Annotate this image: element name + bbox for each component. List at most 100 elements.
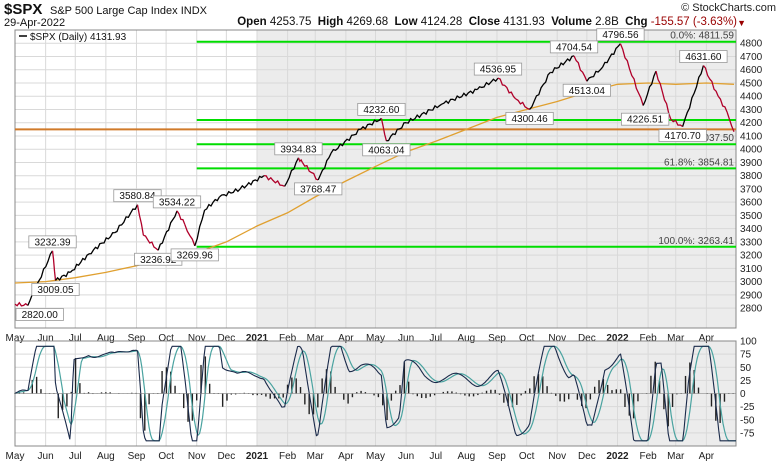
histogram-bar bbox=[481, 392, 483, 394]
histogram-bar bbox=[533, 376, 535, 394]
histogram-bar bbox=[676, 393, 678, 395]
x-tick-label: Aug bbox=[457, 333, 475, 344]
price-segment bbox=[143, 234, 159, 251]
histogram-bar bbox=[364, 392, 367, 394]
histogram-bar bbox=[291, 377, 293, 394]
close-value: 4131.93 bbox=[503, 16, 545, 28]
price-segment bbox=[655, 70, 672, 120]
histogram-bar bbox=[394, 390, 397, 394]
histogram-bar bbox=[693, 369, 695, 394]
annotation-label: 2820.00 bbox=[22, 310, 59, 321]
histogram-bar bbox=[581, 393, 583, 407]
annotation-label: 4226.51 bbox=[627, 115, 664, 126]
histogram-bar bbox=[658, 380, 661, 394]
x-tick-label: Jun bbox=[38, 333, 54, 344]
y-tick-label: 3600 bbox=[740, 198, 763, 209]
osc-x-tick-label: Sep bbox=[488, 451, 506, 462]
osc-x-tick-label: May bbox=[6, 451, 25, 462]
annotation-label: 4536.95 bbox=[480, 65, 517, 76]
price-segment bbox=[380, 118, 388, 142]
histogram-bar bbox=[373, 393, 375, 396]
histogram-bar bbox=[66, 393, 68, 407]
histogram-bar bbox=[61, 393, 64, 410]
osc-x-tick-label: Oct bbox=[519, 451, 535, 462]
histogram-bar bbox=[420, 393, 423, 398]
osc-x-tick-label: Jun bbox=[38, 451, 54, 462]
histogram-bar bbox=[100, 392, 103, 394]
histogram-bar bbox=[360, 390, 362, 394]
histogram-bar bbox=[433, 393, 436, 396]
annotation-label: 4631.60 bbox=[685, 52, 722, 63]
osc-y-tick-label: -75 bbox=[740, 428, 755, 439]
price-segment bbox=[550, 55, 575, 74]
osc-x-tick-label: Aug bbox=[97, 451, 115, 462]
histogram-bar bbox=[252, 393, 254, 396]
price-segment bbox=[726, 111, 735, 132]
annotation-label: 4796.56 bbox=[602, 30, 639, 41]
histogram-bar bbox=[568, 393, 570, 400]
x-tick-label: Jul bbox=[429, 333, 442, 344]
histogram-bar bbox=[611, 390, 613, 394]
volume-label: Volume bbox=[551, 16, 592, 28]
annotation-box bbox=[294, 182, 343, 196]
osc-x-tick-label: Jul bbox=[69, 451, 82, 462]
histogram-bar bbox=[260, 393, 263, 395]
annotation-box bbox=[596, 28, 645, 42]
histogram-bar bbox=[200, 364, 202, 394]
price-segment bbox=[51, 250, 57, 281]
histogram-bar bbox=[555, 393, 557, 396]
histogram-bar bbox=[576, 393, 579, 400]
histogram-bar bbox=[684, 375, 687, 394]
price-segment bbox=[317, 152, 332, 181]
oscillator-line bbox=[14, 345, 736, 442]
annotation-box bbox=[362, 143, 411, 157]
annotation-box bbox=[679, 50, 728, 63]
histogram-bar bbox=[234, 393, 237, 395]
histogram-bar bbox=[524, 390, 527, 394]
annotation-label: 3580.84 bbox=[119, 191, 156, 202]
x-tick-label: 2022 bbox=[606, 333, 629, 344]
histogram-bar bbox=[412, 393, 414, 395]
annotation-label: 3236.92 bbox=[140, 255, 177, 266]
price-segment bbox=[157, 210, 178, 251]
histogram-bar bbox=[330, 371, 332, 394]
histogram-bar bbox=[503, 393, 505, 403]
y-tick-label: 4100 bbox=[740, 131, 763, 142]
histogram-bar bbox=[377, 393, 380, 398]
close-label: Close bbox=[468, 16, 501, 28]
y-tick-label: 4000 bbox=[740, 145, 763, 156]
x-tick-label: Apr bbox=[338, 333, 354, 344]
y-tick-label: 4300 bbox=[740, 105, 763, 116]
histogram-bar bbox=[139, 393, 142, 419]
histogram-bar bbox=[472, 393, 475, 397]
volume-value: 2.8B bbox=[595, 16, 619, 28]
chg-label: Chg bbox=[625, 16, 648, 28]
x-tick-label: Oct bbox=[519, 333, 535, 344]
price-segment bbox=[194, 209, 206, 247]
x-tick-label: Aug bbox=[97, 333, 115, 344]
x-tick-label: Feb bbox=[279, 333, 297, 344]
y-tick-label: 4800 bbox=[740, 39, 763, 50]
annotation-box bbox=[473, 62, 523, 76]
histogram-bar bbox=[390, 393, 393, 401]
histogram-bar bbox=[174, 385, 176, 394]
osc-x-tick-label: Mar bbox=[307, 451, 325, 462]
annotation-label: 4704.54 bbox=[556, 42, 593, 53]
histogram-bar bbox=[490, 389, 492, 394]
price-segment bbox=[529, 71, 551, 110]
histogram-bar bbox=[221, 393, 224, 407]
histogram-bar bbox=[265, 393, 267, 397]
histogram-bar bbox=[455, 392, 457, 394]
annotation-label: 3934.83 bbox=[280, 144, 317, 155]
y-tick-label: 3300 bbox=[740, 237, 763, 248]
histogram-bar bbox=[325, 369, 328, 394]
x-tick-label: 2021 bbox=[246, 333, 269, 344]
price-segment bbox=[89, 231, 115, 255]
histogram-bar bbox=[446, 391, 449, 394]
annotation-label: 4300.46 bbox=[511, 114, 548, 125]
reference-line-label: 4037.50 bbox=[698, 133, 735, 144]
y-tick-label: 3500 bbox=[740, 211, 763, 222]
osc-x-tick-label: Feb bbox=[639, 451, 657, 462]
annotation-box bbox=[549, 40, 599, 54]
histogram-bar bbox=[464, 393, 466, 396]
